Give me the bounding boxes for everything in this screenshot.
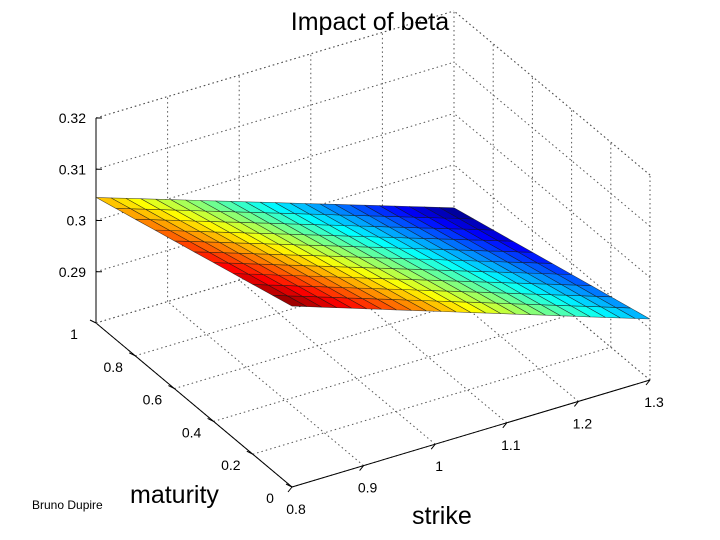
y-tick-mark <box>128 352 136 357</box>
side-wall-gridline-z <box>453 113 651 278</box>
y-tick-mark <box>246 450 254 455</box>
floor-gridline-maturity <box>252 346 611 455</box>
y-tick-label: 0 <box>266 490 274 506</box>
x-tick-label: 0.9 <box>358 480 378 496</box>
x-axis-label: strike <box>412 502 472 530</box>
y-axis-label: maturity <box>130 481 219 509</box>
x-tick-mark <box>430 443 436 450</box>
x-tick-mark <box>574 401 579 407</box>
chart-title: Impact of beta <box>291 8 450 36</box>
side-wall-gridline-z <box>453 61 651 227</box>
x-tick-mark <box>645 379 651 386</box>
back-wall-gridline-z <box>95 164 455 273</box>
y-tick-label: 0.6 <box>143 392 163 408</box>
y-tick-label: 0.8 <box>103 359 123 375</box>
chart-ticks: 0.8 0.9 1 1.1 1.2 1.3 0 0.2 0.4 0.6 0.8 1 0.29 0.3 0.3… <box>59 110 664 517</box>
z-tick-label: 0.32 <box>59 110 86 126</box>
y-tick-mark <box>207 417 214 422</box>
y-tick-label: 0.2 <box>221 457 241 473</box>
box-edge <box>453 10 651 176</box>
floor-gridline-strike <box>167 301 364 466</box>
floor-gridline-maturity <box>213 313 572 422</box>
x-tick-mark <box>359 465 364 471</box>
y-tick-mark <box>89 319 97 324</box>
author-credit: Bruno Dupire <box>32 498 103 512</box>
chart-surface <box>95 197 651 320</box>
z-tick-label: 0.3 <box>67 213 87 229</box>
x-tick-mark <box>502 422 508 429</box>
z-tick-label: 0.31 <box>59 161 86 177</box>
z-tick-label: 0.29 <box>59 264 86 280</box>
box-edge <box>95 10 455 119</box>
axis-line <box>291 379 651 488</box>
x-tick-mark <box>287 486 293 493</box>
x-tick-label: 1 <box>435 458 443 474</box>
y-tick-mark <box>168 385 175 390</box>
y-tick-mark <box>285 483 293 488</box>
x-tick-label: 1.1 <box>501 437 521 453</box>
y-tick-label: 0.4 <box>182 424 202 440</box>
floor-gridline-strike <box>238 279 436 445</box>
axis-line <box>95 322 293 488</box>
x-tick-label: 1.3 <box>644 394 664 410</box>
back-wall-gridline-z <box>95 113 455 221</box>
y-tick-label: 1 <box>70 326 78 342</box>
x-tick-label: 0.8 <box>286 501 306 517</box>
side-wall-gridline-z <box>453 164 651 330</box>
back-wall-gridline-z <box>95 61 455 170</box>
surface-patch <box>95 197 131 209</box>
x-tick-label: 1.2 <box>573 415 593 431</box>
